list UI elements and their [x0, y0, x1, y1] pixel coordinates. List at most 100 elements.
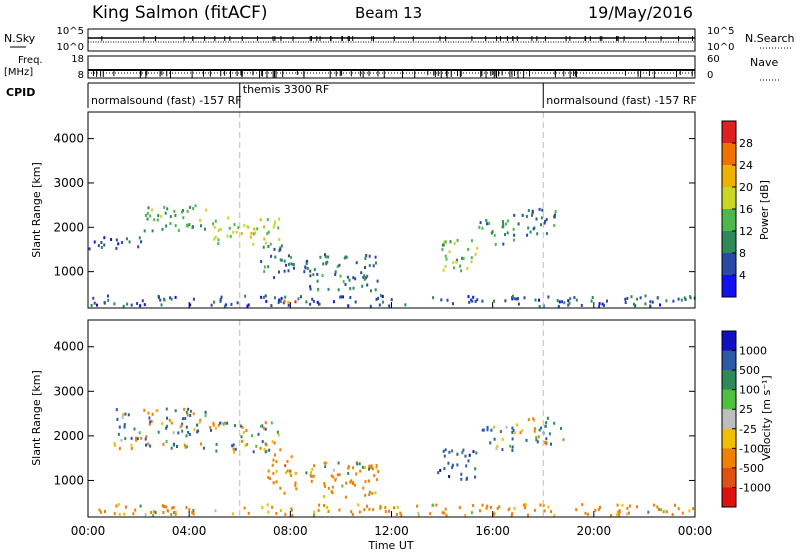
echo-cell — [310, 471, 312, 475]
echo-cell — [553, 514, 556, 517]
echo-cell — [286, 460, 289, 463]
echo-cell — [371, 467, 374, 471]
echo-cell — [239, 424, 242, 428]
echo-cell — [306, 259, 309, 263]
echo-cell — [277, 300, 280, 304]
echo-cell — [374, 491, 377, 495]
echo-cell — [135, 438, 137, 442]
echo-cell — [545, 437, 548, 441]
echo-cell — [219, 298, 222, 301]
echo-cell — [672, 299, 675, 303]
echo-cell — [217, 238, 220, 242]
echo-cell — [511, 437, 514, 441]
echo-cell — [139, 304, 142, 308]
echo-cell — [213, 237, 216, 241]
echo-cell — [162, 442, 165, 446]
echo-cell — [486, 504, 489, 508]
echo-cell — [267, 510, 270, 514]
echo-cell — [179, 425, 182, 429]
echo-cell — [252, 450, 255, 454]
echo-cell — [283, 269, 286, 273]
echo-cell — [540, 426, 543, 430]
velocity-colorbar-tick-label: -1000 — [739, 481, 771, 494]
echo-cell — [181, 429, 184, 433]
echo-cell — [279, 448, 282, 452]
echo-cell — [147, 411, 150, 415]
echo-cell — [251, 434, 253, 438]
echo-cell — [151, 229, 154, 233]
echo-cell — [460, 269, 463, 273]
echo-cell — [440, 298, 443, 302]
echo-cell — [192, 412, 195, 416]
echo-cell — [545, 421, 548, 425]
echo-cell — [575, 508, 578, 512]
power-colorbar-swatch — [722, 209, 736, 232]
echo-cell — [471, 299, 474, 303]
echo-cell — [264, 421, 267, 425]
echo-cell — [200, 442, 202, 446]
echo-cell — [159, 298, 162, 302]
echo-cell — [656, 296, 659, 300]
echo-cell — [146, 211, 149, 215]
echo-cell — [444, 240, 447, 244]
echo-cell — [625, 512, 628, 516]
echo-cell — [517, 297, 519, 301]
echo-cell — [504, 233, 506, 237]
echo-cell — [212, 423, 215, 427]
echo-cell — [263, 225, 266, 229]
velocity-colorbar-swatch — [722, 370, 736, 391]
echo-cell — [272, 225, 275, 229]
echo-cell — [324, 465, 327, 469]
echo-cell — [270, 421, 273, 425]
echo-cell — [273, 247, 276, 251]
echo-cell — [272, 472, 275, 475]
echo-cell — [126, 237, 128, 241]
velocity-colorbar-tick-label: 500 — [739, 364, 760, 377]
echo-cell — [363, 277, 366, 281]
echo-cell — [561, 300, 563, 304]
echo-cell — [533, 508, 536, 512]
echo-cell — [194, 204, 197, 208]
echo-cell — [177, 228, 180, 232]
echo-cell — [372, 264, 375, 268]
echo-cell — [581, 503, 584, 507]
echo-cell — [283, 259, 286, 263]
echo-cell — [264, 294, 267, 298]
echo-cell — [152, 514, 155, 518]
echo-cell — [506, 219, 509, 223]
echo-cell — [126, 302, 129, 306]
echo-cell — [512, 294, 514, 298]
echo-cell — [347, 304, 350, 308]
echo-cell — [540, 223, 542, 227]
echo-cell — [103, 236, 106, 240]
echo-cell — [132, 512, 135, 516]
echo-cell — [327, 510, 330, 513]
echo-cell — [118, 512, 121, 516]
echo-cell — [189, 414, 192, 417]
echo-cell — [117, 503, 120, 507]
x-tick-label: 00:00 — [678, 524, 713, 538]
echo-cell — [165, 505, 168, 509]
echo-cell — [439, 468, 442, 472]
echo-cell — [680, 298, 683, 302]
echo-cell — [458, 506, 461, 509]
echo-cell — [303, 270, 306, 274]
echo-cell — [345, 481, 348, 485]
echo-cell — [136, 437, 139, 441]
echo-cell — [92, 296, 95, 300]
echo-cell — [297, 297, 300, 301]
echo-cell — [278, 217, 281, 221]
echo-cell — [476, 246, 479, 250]
echo-cell — [644, 302, 647, 306]
echo-cell — [491, 230, 494, 234]
echo-cell — [553, 421, 556, 425]
echo-cell — [184, 445, 187, 449]
echo-cell — [546, 232, 548, 236]
echo-cell — [371, 491, 374, 495]
echo-cell — [370, 466, 373, 469]
echo-cell — [511, 426, 514, 430]
echo-cell — [455, 260, 458, 264]
echo-cell — [659, 303, 661, 307]
echo-cell — [174, 510, 177, 514]
